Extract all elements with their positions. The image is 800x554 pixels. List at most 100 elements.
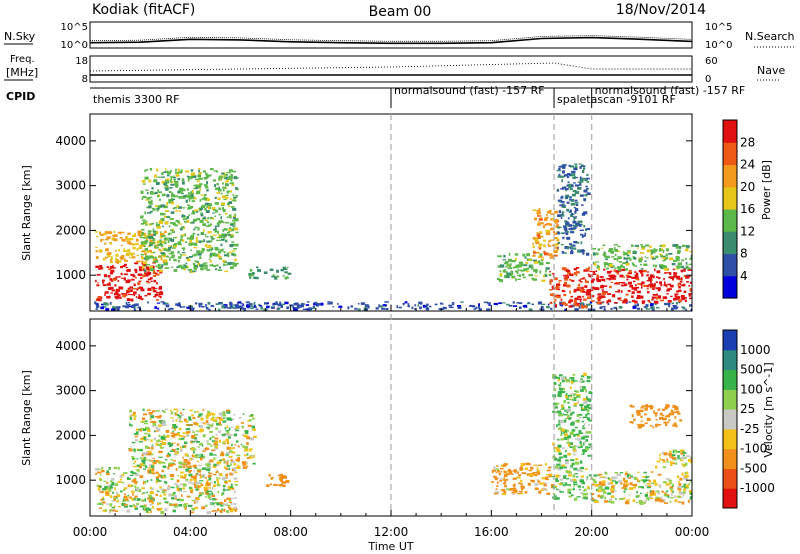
heatmap-cell xyxy=(682,493,685,497)
heatmap-cell xyxy=(141,459,146,462)
heatmap-cell xyxy=(164,459,168,461)
heatmap-cell xyxy=(648,301,652,303)
heatmap-cell xyxy=(587,454,592,457)
heatmap-cell xyxy=(537,215,542,217)
heatmap-cell xyxy=(227,262,232,265)
heatmap-cell xyxy=(566,284,571,288)
heatmap-cell xyxy=(524,491,528,494)
heatmap-cell xyxy=(209,256,212,258)
heatmap-cell xyxy=(224,254,228,257)
heatmap-cell xyxy=(681,265,684,269)
heatmap-cell xyxy=(196,190,200,193)
heatmap-cell xyxy=(168,247,171,251)
heatmap-cell xyxy=(545,267,548,270)
heatmap-cell xyxy=(687,268,692,271)
heatmap-cell xyxy=(689,251,692,253)
heatmap-cell xyxy=(122,265,126,267)
heatmap-cell xyxy=(218,302,222,304)
heatmap-cell xyxy=(153,251,156,254)
heatmap-cell xyxy=(218,234,221,237)
heatmap-cell xyxy=(556,449,561,453)
heatmap-cell xyxy=(182,306,186,308)
heatmap-cell xyxy=(593,480,598,484)
heatmap-cell xyxy=(569,431,574,435)
heatmap-cell xyxy=(574,426,578,429)
heatmap-cell xyxy=(106,266,110,269)
heatmap-cell xyxy=(560,404,565,406)
heatmap-cell xyxy=(241,425,244,429)
heatmap-cell xyxy=(565,224,570,227)
heatmap-cell xyxy=(542,275,546,278)
heatmap-cell xyxy=(659,453,661,457)
heatmap-cell xyxy=(103,274,108,278)
heatmap-cell xyxy=(232,216,236,219)
heatmap-cell xyxy=(605,258,608,261)
heatmap-cell xyxy=(493,466,496,470)
heatmap-cell xyxy=(645,404,649,407)
heatmap-cell xyxy=(681,295,685,298)
heatmap-cell xyxy=(540,488,545,491)
heatmap-cell xyxy=(518,474,522,477)
heatmap-cell xyxy=(238,306,240,309)
heatmap-cell xyxy=(178,461,183,465)
heatmap-cell xyxy=(286,276,289,279)
heatmap-cell xyxy=(146,197,151,200)
heatmap-cell xyxy=(211,510,214,513)
heatmap-cell xyxy=(182,254,187,256)
heatmap-cell xyxy=(218,188,222,192)
heatmap-cell xyxy=(614,267,617,269)
heatmap-cell xyxy=(171,496,175,500)
heatmap-cell xyxy=(142,274,146,278)
heatmap-cell xyxy=(195,498,200,501)
heatmap-cell xyxy=(170,474,175,478)
heatmap-cell xyxy=(682,283,686,287)
heatmap-cell xyxy=(209,459,213,463)
heatmap-cell xyxy=(384,301,389,303)
heatmap-cell xyxy=(557,296,561,299)
heatmap-cell xyxy=(164,435,167,438)
heatmap-cell xyxy=(548,240,551,243)
heatmap-cell xyxy=(545,462,547,466)
heatmap-cell xyxy=(520,492,524,495)
heatmap-cell xyxy=(229,169,233,172)
heatmap-cell xyxy=(218,459,223,462)
heatmap-cell xyxy=(175,413,178,416)
heatmap-cell xyxy=(242,304,245,306)
heatmap-cell xyxy=(210,252,212,256)
heatmap-cell xyxy=(607,303,610,305)
heatmap-cell xyxy=(358,308,361,311)
heatmap-cell xyxy=(118,506,121,508)
heatmap-cell xyxy=(274,484,279,487)
heatmap-cell xyxy=(223,432,228,436)
heatmap-cell xyxy=(526,463,531,466)
velocity-colorbar-label: Velocity [m s^-1] xyxy=(762,362,775,457)
heatmap-cell xyxy=(561,211,565,213)
heatmap-cell xyxy=(112,267,116,269)
heatmap-cell xyxy=(566,392,568,395)
heatmap-cell xyxy=(568,398,573,401)
heatmap-cell xyxy=(624,252,629,256)
heatmap-cell xyxy=(637,426,642,429)
colorbar-segment xyxy=(723,142,737,166)
heatmap-cell xyxy=(172,424,177,427)
heatmap-cell xyxy=(180,226,184,229)
heatmap-cell xyxy=(357,303,360,305)
heatmap-cell xyxy=(676,410,680,414)
heatmap-cell xyxy=(178,427,182,431)
heatmap-cell xyxy=(638,485,640,489)
heatmap-cell xyxy=(558,427,563,430)
heatmap-cell xyxy=(671,457,676,460)
heatmap-cell xyxy=(113,473,115,475)
heatmap-cell xyxy=(249,449,252,452)
heatmap-cell xyxy=(166,487,170,491)
heatmap-cell xyxy=(200,453,204,457)
heatmap-cell xyxy=(564,303,568,306)
heatmap-cell xyxy=(143,413,147,416)
heatmap-cell xyxy=(211,494,215,497)
heatmap-cell xyxy=(672,413,675,416)
heatmap-cell xyxy=(569,278,572,281)
heatmap-cell xyxy=(639,295,644,299)
heatmap-cell xyxy=(518,306,522,309)
heatmap-cell xyxy=(153,295,157,298)
heatmap-cell xyxy=(132,457,135,461)
